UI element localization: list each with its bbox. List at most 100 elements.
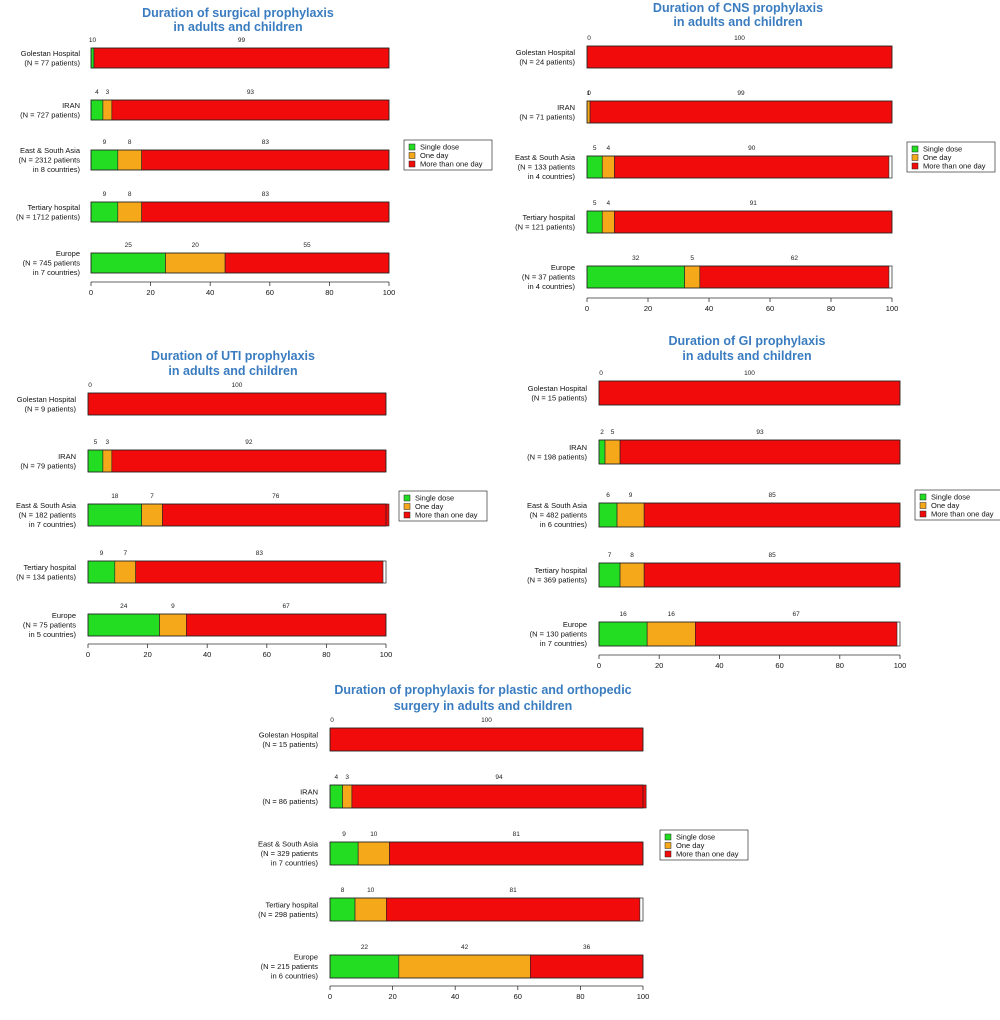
category-label: (N = 79 patients) (20, 461, 76, 470)
bar-segment-more-than-one-day (598, 380, 901, 406)
legend-label: One day (676, 841, 705, 850)
bar-segment-single-dose (586, 155, 603, 179)
bar-segment-single-dose (586, 265, 685, 289)
bar-outline (90, 252, 390, 274)
data-label: 83 (256, 550, 264, 557)
bar-segment-one-day (342, 784, 353, 809)
chart-title-line: Duration of surgical prophylaxis (142, 6, 334, 20)
bar-segment-more-than-one-day (619, 439, 901, 465)
data-label: 81 (509, 887, 517, 894)
legend-label: More than one day (415, 511, 478, 520)
bar-outline (87, 503, 387, 527)
legend-label: More than one day (676, 850, 739, 859)
legend-swatch (664, 842, 672, 849)
x-tick-label: 20 (644, 304, 652, 313)
data-label: 6 (606, 492, 610, 499)
x-tick-label: 0 (585, 304, 589, 313)
legend-swatch (919, 502, 927, 509)
bar-segment-more-than-one-day (87, 392, 387, 416)
bar-outline (90, 47, 390, 69)
bar-outline (586, 155, 893, 179)
data-label: 90 (748, 145, 756, 152)
bar-segment-one-day (165, 252, 226, 274)
data-label: 5 (593, 145, 597, 152)
x-tick-label: 100 (383, 288, 396, 297)
chart-title-line: Duration of GI prophylaxis (669, 334, 826, 348)
legend-label: One day (931, 501, 960, 510)
data-label: 4 (334, 774, 338, 781)
data-label: 5 (611, 429, 615, 436)
category-label: (N = 77 patients) (24, 58, 80, 67)
x-tick-label: 80 (576, 992, 584, 1001)
category-label: (N = 298 patients) (258, 910, 318, 919)
category-label: (N = 745 patients (23, 259, 81, 268)
bar-segment-single-dose (87, 449, 104, 473)
bar-segment-single-dose (90, 99, 104, 121)
bar-segment-single-dose (586, 210, 603, 234)
data-label: 76 (272, 493, 280, 500)
bar-segment-more-than-one-day (614, 210, 893, 234)
bar-segment-single-dose (87, 560, 116, 584)
bar-segment-single-dose (90, 201, 119, 223)
bar-segment-single-dose (598, 439, 606, 465)
bar-segment-single-dose (598, 562, 621, 588)
legend-box (398, 490, 488, 522)
bar-outline (598, 562, 901, 588)
data-label: 7 (123, 550, 127, 557)
x-tick-label: 40 (206, 288, 214, 297)
data-label: 62 (791, 255, 799, 262)
x-tick-label: 60 (263, 650, 271, 659)
category-label: Europe (52, 611, 76, 620)
data-label: 1 (587, 90, 591, 97)
category-label: (N = 15 patients) (531, 393, 587, 402)
category-label: East & South Asia (20, 146, 81, 155)
data-label: 5 (94, 439, 98, 446)
category-label: (N = 133 patients (518, 163, 576, 172)
bar-segment-single-dose (329, 954, 400, 979)
bar-outline (329, 841, 644, 866)
data-label: 0 (330, 717, 334, 724)
legend-label: More than one day (420, 160, 483, 169)
data-label: 99 (238, 37, 246, 44)
category-label: Golestan Hospital (21, 49, 81, 58)
category-label: in 7 countries) (29, 520, 77, 529)
chart-title-line: in adults and children (168, 364, 297, 378)
bar-segment-more-than-one-day (643, 502, 901, 528)
legend-box (659, 829, 749, 861)
x-tick-label: 100 (886, 304, 899, 313)
x-tick-label: 20 (655, 661, 663, 670)
data-label: 100 (734, 35, 745, 42)
data-label: 83 (262, 139, 270, 146)
bar-segment-more-than-one-day (329, 727, 644, 752)
bar-segment-one-day (601, 155, 615, 179)
legend-swatch (403, 503, 411, 510)
data-label: 5 (690, 255, 694, 262)
data-label: 4 (607, 145, 611, 152)
x-tick-label: 0 (328, 992, 332, 1001)
category-label: East & South Asia (527, 501, 588, 510)
bar-segment-more-than-one-day (614, 155, 890, 179)
data-label: 7 (608, 552, 612, 559)
bar-segment-more-than-one-day (186, 613, 387, 637)
data-label: 3 (106, 89, 110, 96)
x-tick-label: 100 (637, 992, 650, 1001)
category-label: in 7 countries) (540, 639, 588, 648)
legend-label: Single dose (415, 494, 454, 503)
legend-box (403, 139, 493, 171)
bar-segment-more-than-one-day (351, 784, 647, 809)
data-label: 24 (120, 603, 128, 610)
data-label: 100 (481, 717, 492, 724)
chart-title-line: in adults and children (673, 15, 802, 29)
bar-outline (586, 210, 893, 234)
data-label: 8 (128, 191, 132, 198)
x-tick-label: 60 (766, 304, 774, 313)
data-label: 0 (599, 370, 603, 377)
chart-title-line: in adults and children (682, 349, 811, 363)
bar-outline (87, 392, 387, 416)
bar-segment-more-than-one-day (224, 252, 390, 274)
data-label: 9 (103, 139, 107, 146)
data-label: 94 (495, 774, 503, 781)
legend-label: One day (415, 502, 444, 511)
